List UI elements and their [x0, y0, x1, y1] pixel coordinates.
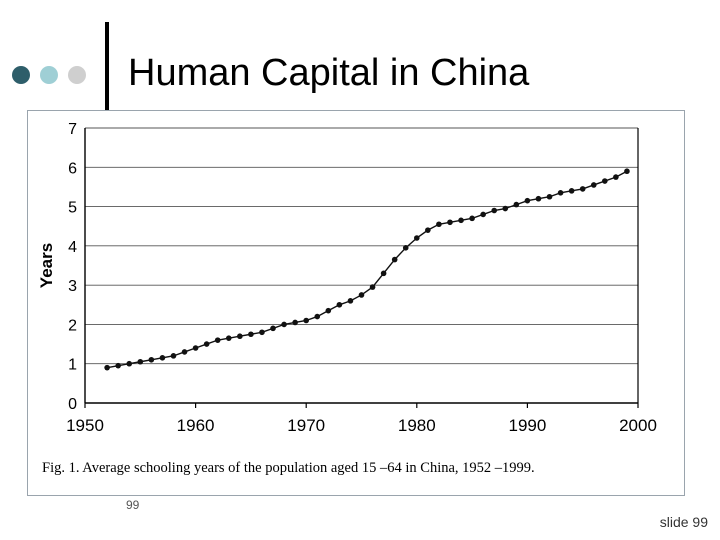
y-tick-label: 1 [68, 357, 77, 374]
data-point [148, 356, 155, 363]
data-point [624, 168, 630, 175]
data-point [225, 335, 232, 341]
y-tick-label: 6 [68, 160, 77, 177]
data-point [137, 358, 144, 365]
schooling-line-chart: 0 1 2 3 4 5 6 7 1950 1960 1970 1980 1990 2000 Years Fig… [37, 121, 657, 476]
title-divider [105, 22, 109, 110]
x-tick-label: 1960 [177, 416, 215, 435]
dot-gray [68, 66, 86, 84]
data-point [502, 205, 509, 212]
data-point [391, 256, 398, 263]
data-point [380, 270, 387, 277]
data-point [613, 174, 619, 180]
data-point [579, 186, 586, 192]
data-point [104, 364, 110, 371]
y-tick-label: 5 [68, 200, 77, 217]
data-point [181, 349, 188, 355]
data-point [590, 182, 597, 188]
data-point [248, 331, 254, 338]
y-tick-label: 4 [68, 239, 77, 256]
data-point [491, 207, 498, 214]
dot-dark [12, 66, 30, 84]
data-point [546, 193, 553, 200]
data-point [347, 298, 354, 304]
data-point [259, 329, 265, 336]
data-point [192, 345, 199, 351]
dot-light [40, 66, 58, 84]
data-point [535, 195, 542, 202]
page-marker: 99 [126, 498, 140, 512]
data-point [425, 227, 431, 233]
data-point [325, 307, 332, 314]
x-tick-label: 1990 [508, 416, 546, 435]
slide-title: Human Capital in China [128, 52, 530, 94]
data-point [480, 211, 486, 218]
series-line [106, 170, 628, 369]
data-point [126, 360, 133, 367]
data-point [270, 325, 276, 332]
data-point [602, 178, 608, 184]
figure-caption: Fig. 1. Average schooling years of the p… [42, 460, 535, 476]
x-tick-label: 1980 [398, 416, 436, 435]
y-tick-label: 7 [68, 121, 77, 138]
slide-number: slide 99 [659, 514, 708, 530]
x-tick-label: 2000 [619, 416, 657, 435]
data-point [336, 301, 343, 308]
data-point [414, 235, 420, 241]
data-point [281, 321, 287, 328]
x-tick-label: 1950 [66, 416, 104, 435]
data-point [369, 284, 376, 290]
data-point [214, 337, 221, 343]
data-point [469, 215, 475, 222]
data-point [524, 197, 531, 204]
x-tick-label: 1970 [287, 416, 325, 435]
y-axis-label: Years [37, 243, 56, 288]
y-tick-label: 2 [68, 317, 77, 334]
data-point [447, 219, 453, 226]
data-point [292, 319, 298, 326]
data-point [314, 313, 321, 320]
data-point [159, 355, 166, 361]
data-point [458, 217, 464, 224]
data-point [237, 333, 243, 340]
data-point [303, 317, 310, 324]
figure-frame [27, 110, 685, 496]
data-point [203, 341, 210, 347]
data-point [557, 190, 564, 196]
data-point [436, 221, 442, 228]
data-point [115, 362, 121, 369]
data-point [513, 201, 520, 208]
data-point [170, 353, 177, 359]
y-tick-label: 0 [68, 396, 77, 413]
data-point [358, 292, 365, 298]
y-tick-label: 3 [68, 278, 77, 295]
data-point [402, 245, 409, 251]
data-point [568, 188, 575, 194]
